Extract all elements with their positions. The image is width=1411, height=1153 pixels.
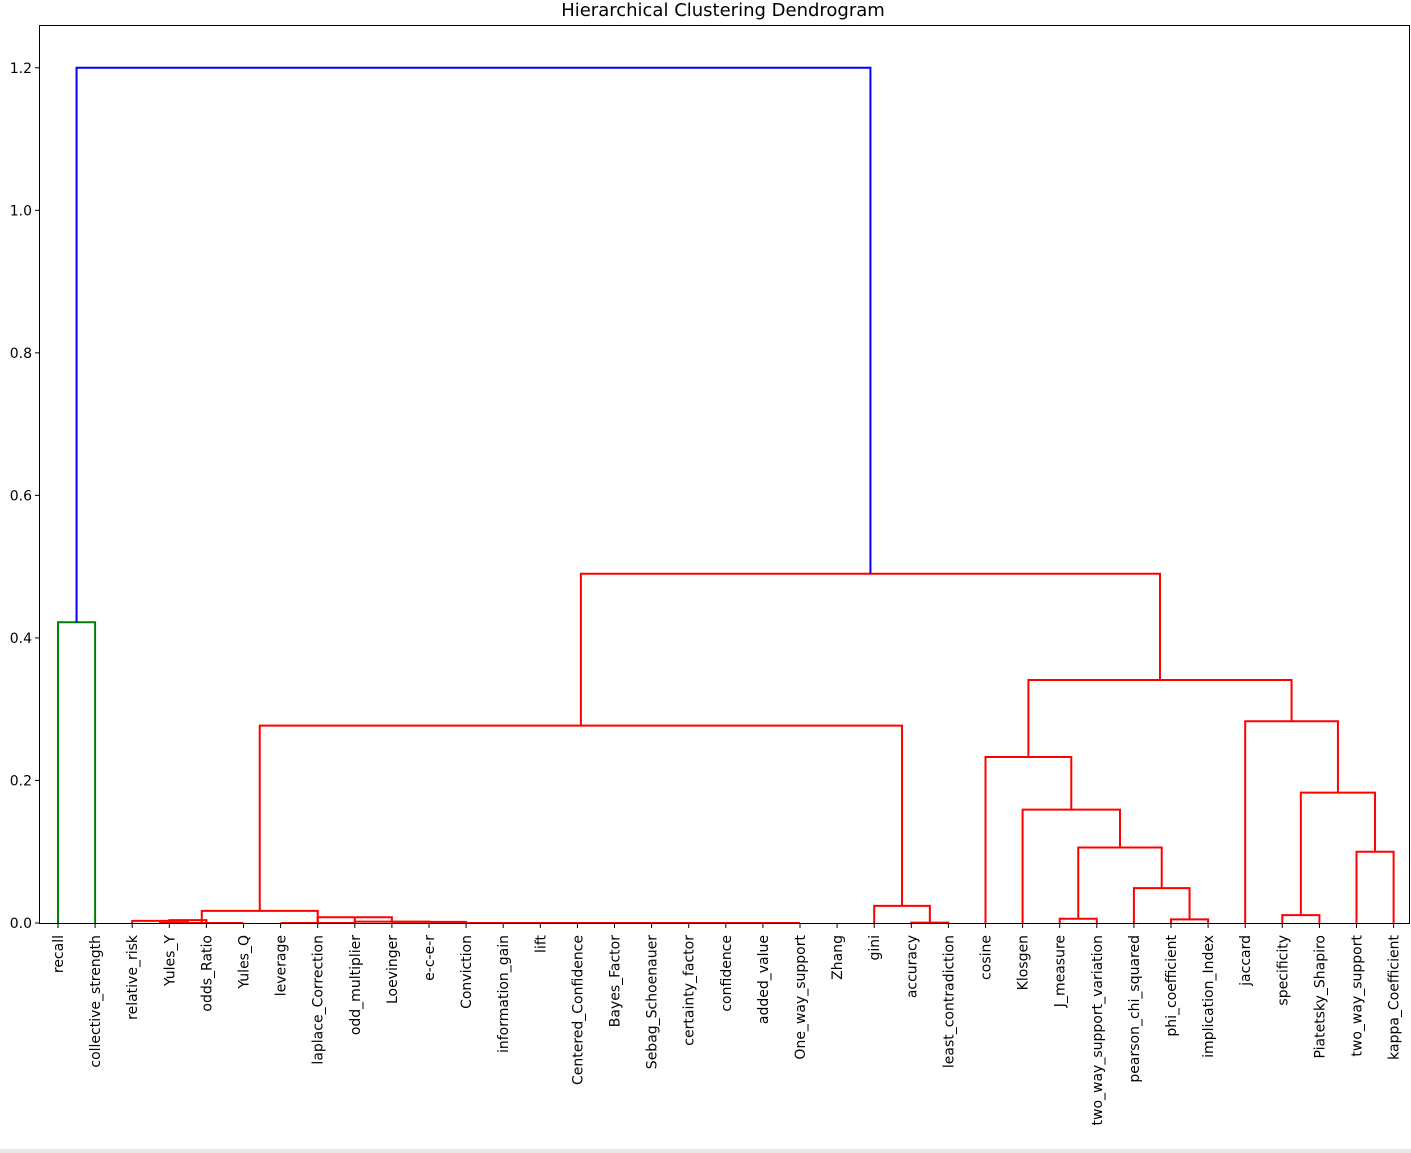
leaf-label: two_way_support_variation [1090,935,1106,1125]
y-tick-label: 0.0 [10,916,32,932]
leaf-label: e-c-e-r [422,935,438,981]
dendrogram-link [1027,678,1293,757]
leaf-label: lift [533,934,549,952]
leaf-label: implication_Index [1201,935,1217,1058]
leaf-label: two_way_support [1350,934,1366,1056]
chart-title: Hierarchical Clustering Dendrogram [561,0,885,21]
dendrogram-link [1021,808,1121,923]
y-axis: 0.0 0.2 0.4 0.6 0.8 1.0 1.2 [10,61,40,932]
leaf-label: jaccard [1238,935,1254,987]
dendrogram-link [1170,918,1210,923]
leaf-label: collective_strength [88,935,104,1068]
leaf-label: accuracy [904,935,920,998]
y-tick-label: 0.2 [10,773,32,789]
leaf-label: information_gain [496,935,512,1053]
leaf-label: cosine [979,935,995,980]
leaf-label: One_way_support [793,934,809,1059]
leaf-label: odds_Ratio [199,935,215,1012]
dendrogram-link [75,66,872,623]
leaf-label: Yules_Y [162,935,178,988]
leaf-label: certainty_factor [682,935,698,1046]
leaf-label: Sebag_Schoenauer [645,935,661,1069]
leaf-label: recall [51,935,67,973]
y-tick-label: 0.8 [10,346,32,362]
leaf-label: pearson_chi_squared [1127,935,1143,1083]
dendrogram-link [1299,791,1377,916]
dendrogram-link [1132,887,1191,923]
leaf-label: laplace_Correction [311,935,327,1065]
leaf-label: Yules_Q [237,935,253,990]
bottom-edge-strip [0,1149,1411,1153]
leaf-labels: recall collective_strength relative_risk Yu… [51,923,1403,1125]
dendrogram-link [1281,914,1321,923]
leaf-label: Conviction [459,935,475,1009]
dendrogram-link [984,755,1073,923]
plot-frame [39,25,1410,924]
leaf-label: specificity [1275,935,1291,1006]
leaf-label: Loevinger [385,935,401,1004]
dendrogram-link [873,904,931,923]
dendrogram-link [200,909,319,923]
y-tick-label: 1.2 [10,61,32,77]
leaf-label: Klosgen [1016,935,1032,990]
leaf-label: confidence [719,935,735,1012]
leaf-label: least_contradiction [941,935,957,1068]
leaf-label: kappa_Coefficient [1387,935,1403,1060]
leaf-label: Zhang [830,935,846,980]
leaf-label: Centered_Confidence [570,935,586,1085]
leaf-label: phi_coefficient [1164,934,1180,1036]
y-tick-label: 1.0 [10,203,32,219]
dendrogram-link [1058,917,1098,923]
y-tick-label: 0.6 [10,488,32,504]
leaf-label: relative_risk [125,934,141,1020]
y-tick-label: 0.4 [10,631,32,647]
dendrogram-links [57,66,1395,924]
dendrogram-link [1244,720,1339,923]
leaf-label: added_value [756,935,772,1024]
leaf-label: gini [867,935,883,961]
dendrogram-link [258,724,904,911]
leaf-label: leverage [274,935,290,996]
dendrogram-link [1355,850,1395,923]
dendrogram-link [579,572,1161,726]
leaf-label: Piatetsky_Shapiro [1312,935,1328,1059]
leaf-label: Bayes_Factor [608,935,624,1027]
dendrogram-link [57,621,97,923]
leaf-label: J_measure [1053,935,1069,1008]
leaf-label: odd_multiplier [348,935,364,1035]
dendrogram-link [1077,846,1163,919]
